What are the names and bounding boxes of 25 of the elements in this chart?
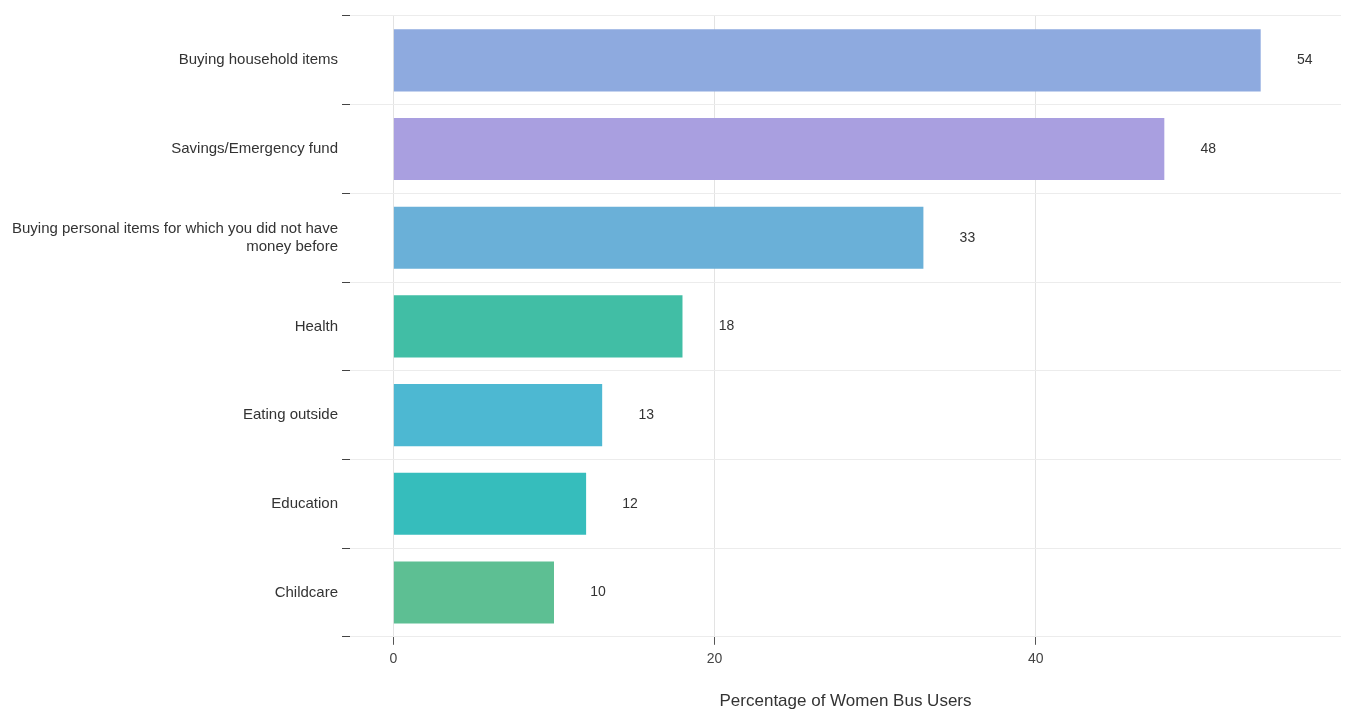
x-tick-label: 0 (389, 650, 398, 667)
bar (393, 384, 603, 447)
x-tick-label: 40 (1028, 650, 1044, 667)
data-label: 48 (1200, 139, 1217, 156)
x-tick-label: 20 (706, 650, 723, 667)
bar (393, 117, 1165, 181)
y-tick-label: Buying household items (178, 50, 339, 68)
bar (393, 206, 924, 269)
y-tick-label: Education (271, 493, 339, 511)
data-label: 12 (622, 494, 639, 511)
y-tick-label: Childcare (274, 582, 339, 600)
y-tick-label: Buying personal items for which you did not have money before (12, 218, 339, 254)
bar (393, 29, 1261, 92)
data-label: 13 (638, 405, 655, 422)
data-label: 33 (959, 228, 976, 245)
data-label: 54 (1296, 51, 1313, 68)
y-tick-label: Eating outside (242, 405, 339, 423)
x-axis-title: Percentage of Women Bus Users (719, 691, 972, 711)
bar (393, 472, 587, 535)
bar (393, 561, 554, 624)
data-label: 10 (590, 583, 606, 600)
y-tick-label: Savings/Emergency fund (171, 139, 339, 157)
bar (393, 295, 683, 358)
y-tick-label: Health (294, 316, 339, 334)
data-label: 18 (718, 317, 735, 334)
